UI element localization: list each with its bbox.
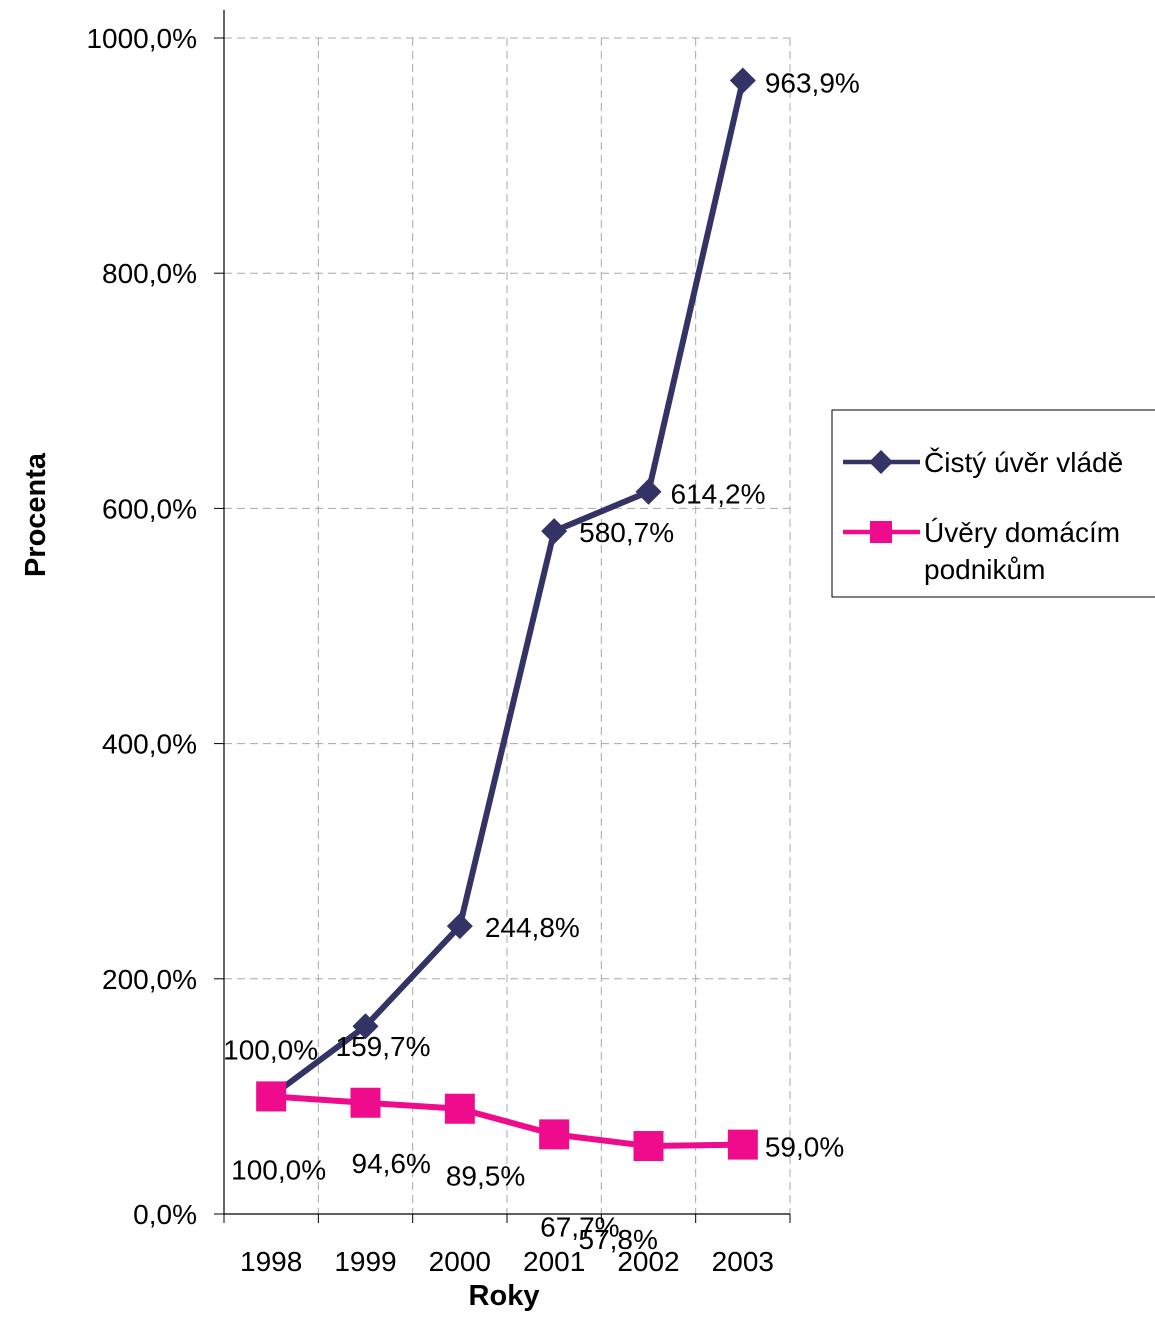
x-tick-label: 2001: [523, 1246, 585, 1277]
legend-label-series-2-line-2: podnikům: [924, 554, 1045, 585]
data-labels: 100,0% 159,7% 244,8% 580,7% 614,2% 963,9% 100,…: [223, 67, 860, 1255]
diamond-marker: [635, 478, 662, 505]
y-tick-label: 600,0%: [102, 493, 197, 524]
diamond-marker: [352, 1013, 379, 1040]
data-label: 67,7%: [540, 1211, 619, 1242]
series-line-1: [269, 79, 746, 1099]
x-tick-label: 2000: [429, 1246, 491, 1277]
series-group: [256, 67, 758, 1162]
y-tick-label: 800,0%: [102, 258, 197, 289]
square-marker: [539, 1119, 570, 1150]
y-tick-label: 0,0%: [133, 1199, 197, 1230]
x-tick-label: 1999: [334, 1246, 396, 1277]
x-axis-title: Roky: [469, 1280, 540, 1312]
data-label: 963,9%: [765, 67, 860, 98]
y-tick-labels: 0,0% 200,0% 400,0% 600,0% 800,0% 1000,0%: [86, 23, 197, 1230]
square-marker: [256, 1081, 287, 1112]
y-tick-label: 400,0%: [102, 729, 197, 760]
data-label: 57,8%: [579, 1224, 658, 1255]
data-label: 89,5%: [446, 1161, 525, 1192]
data-label: 159,7%: [336, 1031, 431, 1062]
diamond-marker: [729, 67, 756, 94]
square-marker: [633, 1131, 664, 1162]
diamond-marker: [446, 913, 473, 940]
legend: Čistý úvěr vládě Úvěry domácím podnikům: [831, 409, 1155, 598]
data-label: 100,0%: [223, 1034, 318, 1065]
square-marker: [350, 1087, 381, 1118]
data-label: 244,8%: [485, 912, 580, 943]
x-tick-label: 2003: [712, 1246, 774, 1277]
data-label: 100,0%: [231, 1154, 326, 1185]
data-label: 94,6%: [352, 1148, 431, 1179]
legend-diamond-marker: [869, 450, 893, 474]
y-axis-title: Procenta: [20, 452, 52, 577]
square-marker: [727, 1129, 758, 1160]
legend-label-series-1: Čistý úvěr vládě: [924, 447, 1123, 478]
axes: [214, 10, 791, 1223]
legend-box: [831, 409, 1155, 598]
x-tick-labels: 1998 1999 2000 2001 2002 2003: [240, 1246, 774, 1277]
y-tick-label: 1000,0%: [86, 23, 197, 54]
series-line-2: [270, 1093, 743, 1150]
data-label: 614,2%: [671, 479, 766, 510]
x-tick-label: 1998: [240, 1246, 302, 1277]
square-marker: [444, 1093, 475, 1124]
gridlines: [224, 37, 791, 1214]
data-label: 580,7%: [579, 517, 674, 548]
diamond-marker: [541, 518, 568, 545]
data-label: 59,0%: [765, 1132, 844, 1163]
y-tick-label: 200,0%: [102, 964, 197, 995]
legend-label-series-2-line-1: Úvěry domácím: [924, 517, 1120, 548]
x-tick-label: 2002: [617, 1246, 679, 1277]
legend-square-marker: [870, 521, 892, 543]
